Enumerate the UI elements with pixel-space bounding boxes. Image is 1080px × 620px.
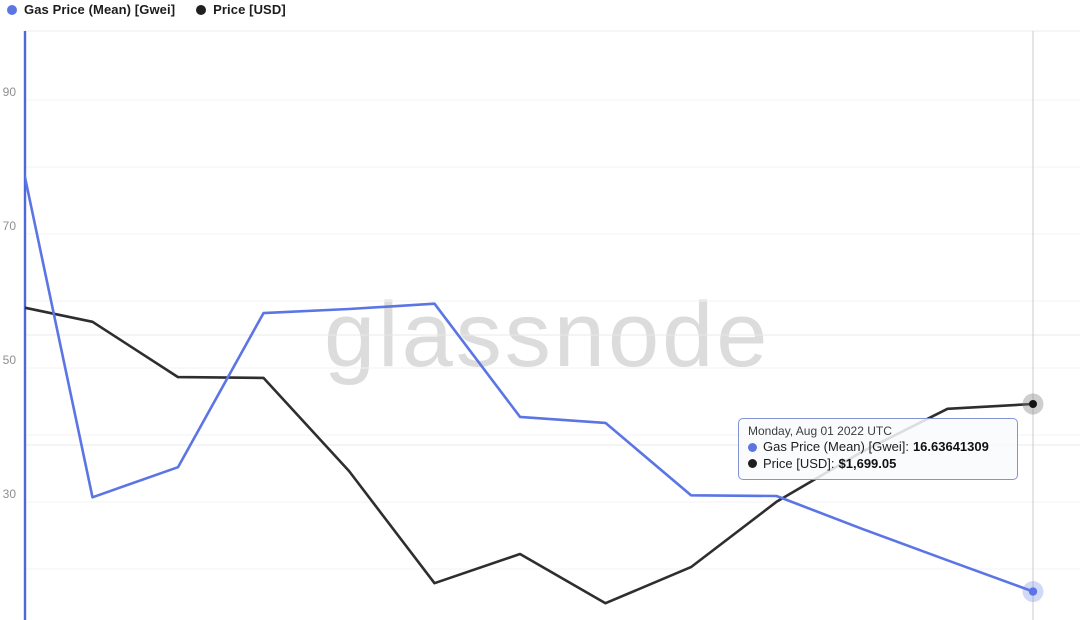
- legend-item-gas-price[interactable]: Gas Price (Mean) [Gwei]: [7, 2, 175, 17]
- tooltip-date: Monday, Aug 01 2022 UTC: [748, 424, 892, 438]
- y-tick-90: 90: [2, 85, 16, 99]
- gridlines: [25, 30, 1080, 570]
- tooltip-value-gas-price: 16.63641309: [912, 439, 989, 454]
- price-usd-series-dot-icon: [748, 459, 757, 469]
- series-lines: [25, 171, 1035, 605]
- y-tick-30: 30: [2, 487, 16, 501]
- gas-price-series-dot-icon: [7, 4, 17, 15]
- hover-tooltip: Monday, Aug 01 2022 UTC Gas Price (Mean)…: [738, 418, 1018, 480]
- price-usd-hover-dot: [1029, 400, 1037, 408]
- y-tick-50: 50: [2, 353, 16, 367]
- gas-price-series-dot-icon: [748, 442, 757, 452]
- legend-item-price-usd[interactable]: Price [USD]: [196, 2, 286, 17]
- price-usd-series-dot-icon: [196, 4, 207, 15]
- legend-label-gas-price: Gas Price (Mean) [Gwei]: [24, 2, 176, 17]
- tooltip-label-gas-price: Gas Price (Mean) [Gwei]:: [763, 439, 909, 454]
- tooltip-row-gas-price: Gas Price (Mean) [Gwei]: 16.63641309: [748, 439, 1007, 456]
- legend-label-price-usd: Price [USD]: [213, 2, 286, 17]
- tooltip-value-price-usd: $1,699.05: [838, 455, 897, 471]
- legend: Gas Price (Mean) [Gwei] Price [USD]: [7, 2, 286, 17]
- gas-price-hover-dot: [1028, 587, 1038, 596]
- y-tick-70: 70: [2, 219, 16, 233]
- tooltip-label-price-usd: Price [USD]:: [763, 455, 835, 471]
- y-axis-line: [23, 31, 27, 620]
- series-line-gas-price: [25, 171, 1035, 593]
- tooltip-row-price-usd: Price [USD]: $1,699.05: [748, 456, 1007, 473]
- hover-markers: [1022, 393, 1044, 603]
